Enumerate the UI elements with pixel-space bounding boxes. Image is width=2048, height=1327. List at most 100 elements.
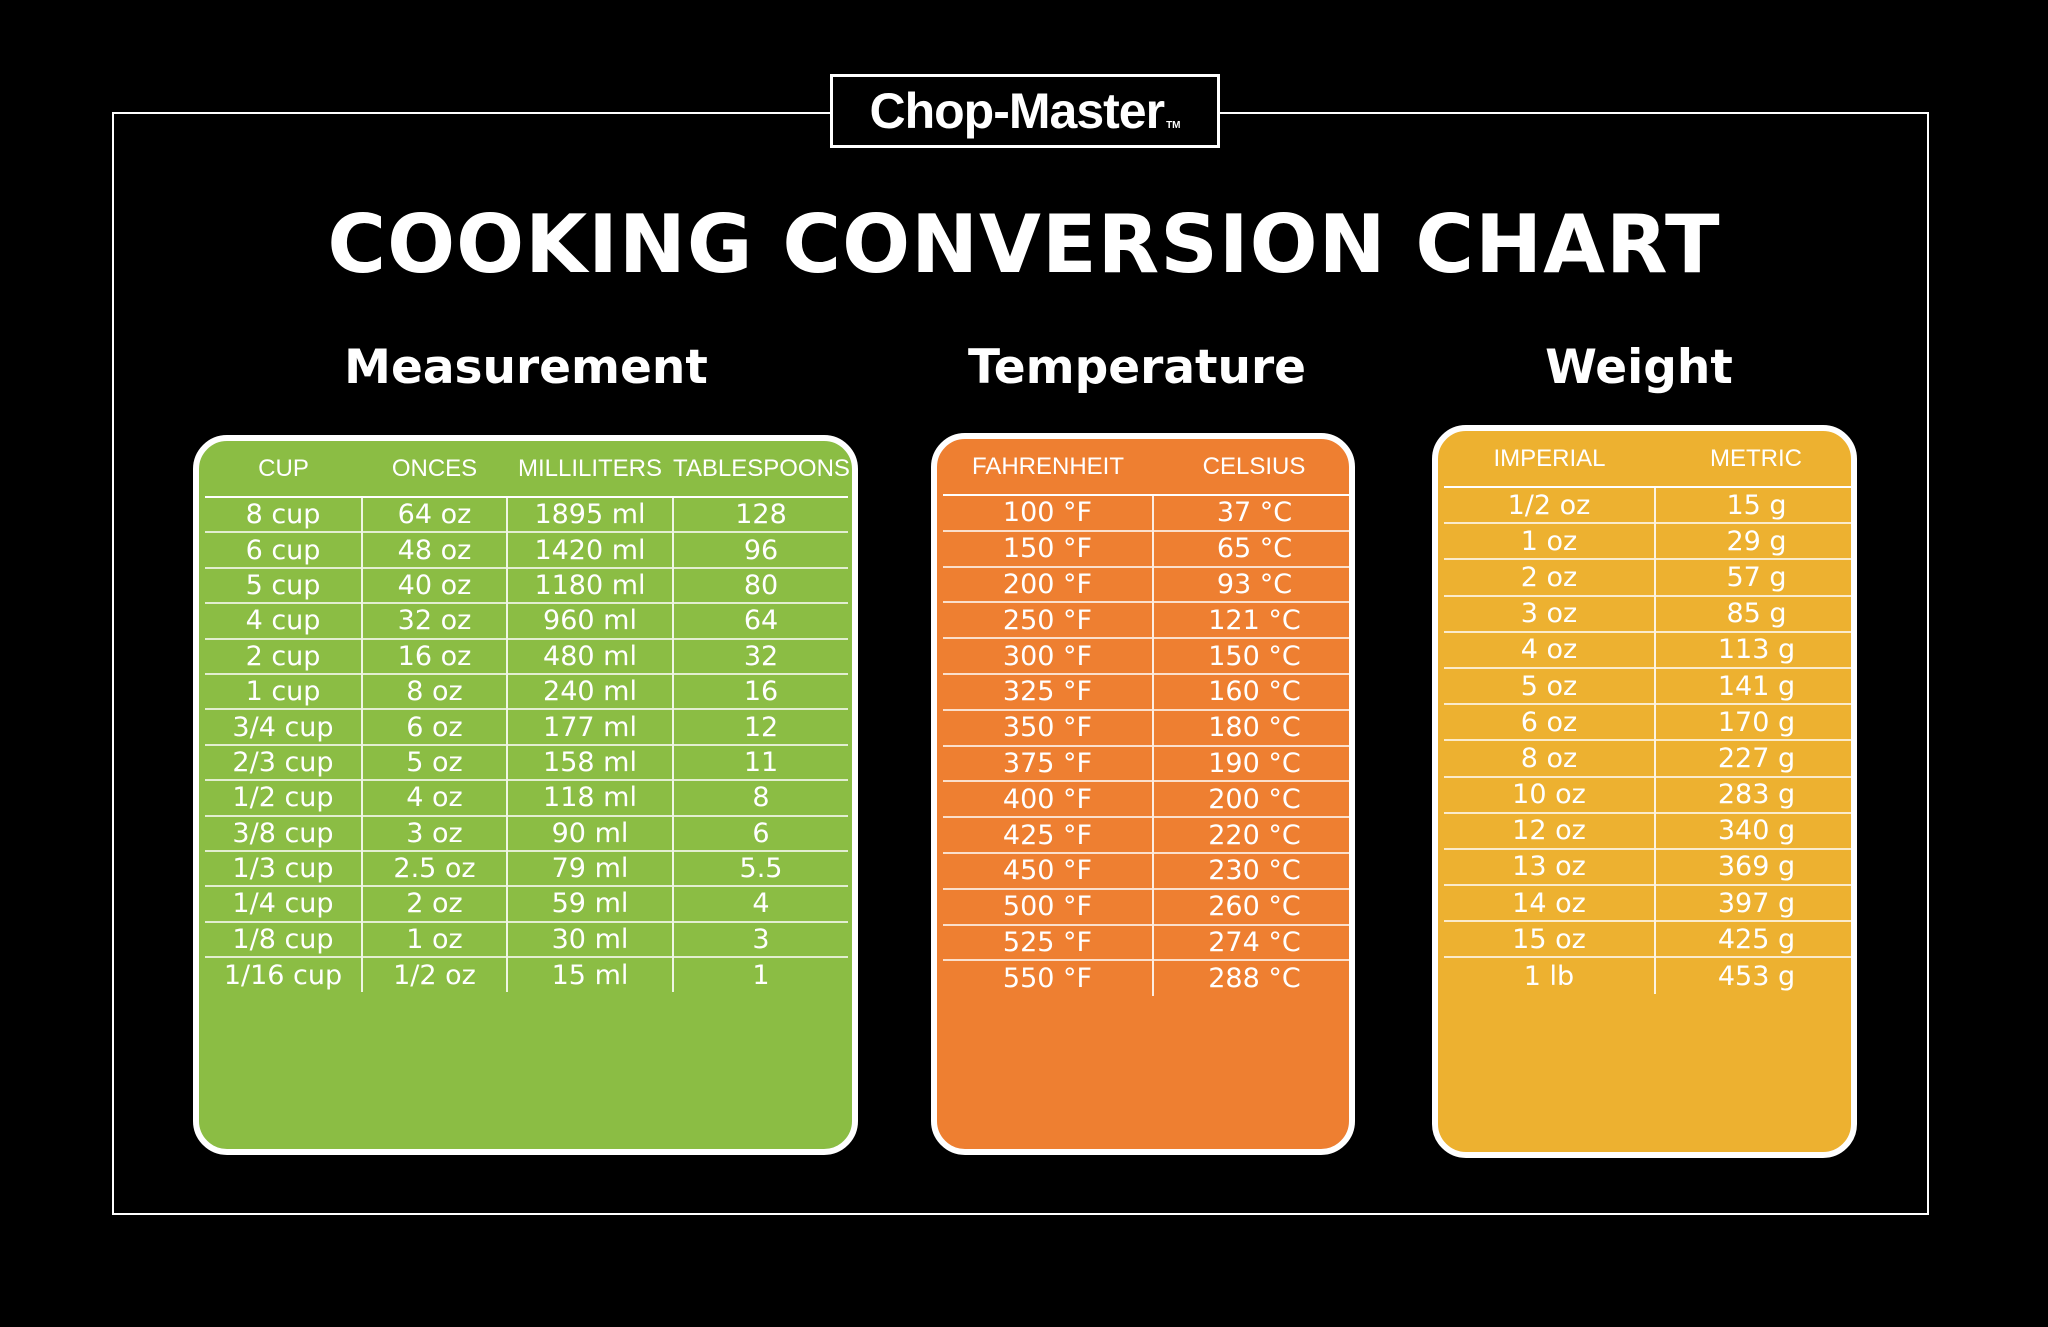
cup-cell: 1/2 cup (205, 779, 362, 816)
imperial-cell: 8 oz (1444, 739, 1655, 777)
table-row: 6 cup 48 oz 1420 ml 96 (205, 531, 848, 568)
tablespoons-cell: 3 (672, 920, 848, 958)
tablespoons-cell: 8 (672, 779, 848, 816)
celsius-cell: 200 °C (1152, 780, 1349, 818)
metric-cell: 425 g (1654, 920, 1851, 958)
cup-cell: 1/3 cup (205, 849, 362, 887)
imperial-cell: 1/2 oz (1444, 485, 1655, 524)
table-row: 525 °F 274 °C (943, 923, 1349, 961)
celsius-cell: 260 °C (1152, 887, 1349, 925)
temperature-table: FAHRENHEIT CELSIUS 100 °F 37 °C 150 °F 65 °… (943, 439, 1349, 997)
milliliters-cell: 1180 ml (506, 566, 673, 604)
milliliters-cell: 240 ml (506, 672, 673, 710)
temperature-table-card: FAHRENHEIT CELSIUS 100 °F 37 °C 150 °F 65 °… (931, 433, 1355, 1155)
imperial-cell: 2 oz (1444, 558, 1655, 596)
celsius-cell: 121 °C (1152, 601, 1349, 639)
table-row: 1 lb 453 g (1444, 956, 1851, 994)
imperial-cell: 5 oz (1444, 666, 1655, 705)
milliliters-cell: 15 ml (506, 956, 673, 993)
measurement-table: CUP ONCES MILLILITERS TABLESPOONS 8 cup 6… (205, 441, 850, 993)
table-row: 12 oz 340 g (1444, 811, 1851, 849)
metric-cell: 227 g (1654, 739, 1851, 777)
metric-cell: 85 g (1654, 594, 1851, 632)
fahrenheit-cell: 425 °F (943, 816, 1153, 853)
ounces-cell: 64 oz (361, 495, 507, 533)
ounces-cell: 6 oz (361, 708, 507, 745)
fahrenheit-cell: 325 °F (943, 672, 1153, 710)
milliliters-cell: 1420 ml (506, 531, 673, 568)
cup-cell: 5 cup (205, 566, 362, 604)
table-row: 1 cup 8 oz 240 ml 16 (205, 672, 848, 710)
imperial-cell: 14 oz (1444, 884, 1655, 922)
cup-cell: 3/8 cup (205, 814, 362, 851)
table-row: 8 cup 64 oz 1895 ml 128 (205, 495, 848, 533)
milliliters-cell: 79 ml (506, 849, 673, 887)
tablespoons-cell: 1 (672, 956, 848, 993)
imperial-cell: 12 oz (1444, 811, 1655, 849)
milliliters-cell: 960 ml (506, 602, 673, 639)
brand-name: Chop-Master (869, 83, 1165, 139)
column-header-fahrenheit: FAHRENHEIT (971, 452, 1124, 480)
imperial-cell: 15 oz (1444, 920, 1655, 958)
metric-cell: 15 g (1654, 485, 1851, 524)
celsius-cell: 288 °C (1152, 959, 1349, 997)
column-header-ounces: ONCES (391, 454, 478, 482)
column-header-tablespoons: TABLESPOONS (673, 454, 850, 482)
cup-cell: 1/16 cup (205, 956, 362, 993)
celsius-cell: 150 °C (1152, 637, 1349, 674)
ounces-cell: 48 oz (361, 531, 507, 568)
table-row: 2 oz 57 g (1444, 558, 1851, 596)
trademark-mark: TM (1166, 120, 1181, 131)
column-header-imperial: IMPERIAL (1493, 444, 1606, 472)
cup-cell: 6 cup (205, 531, 362, 568)
celsius-cell: 220 °C (1152, 816, 1349, 853)
imperial-cell: 13 oz (1444, 847, 1655, 886)
tablespoons-cell: 6 (672, 814, 848, 851)
table-row: 200 °F 93 °C (943, 565, 1349, 603)
tablespoons-cell: 96 (672, 531, 848, 568)
table-row: 400 °F 200 °C (943, 780, 1349, 818)
table-row: 5 oz 141 g (1444, 666, 1851, 705)
table-row: 450 °F 230 °C (943, 851, 1349, 889)
table-row: 500 °F 260 °C (943, 887, 1349, 925)
metric-cell: 57 g (1654, 558, 1851, 596)
milliliters-cell: 118 ml (506, 779, 673, 816)
table-row: 100 °F 37 °C (943, 494, 1349, 531)
table-row: 4 cup 32 oz 960 ml 64 (205, 602, 848, 639)
table-row: 550 °F 288 °C (943, 959, 1349, 997)
fahrenheit-cell: 250 °F (943, 601, 1153, 639)
metric-cell: 113 g (1654, 630, 1851, 668)
table-row: 1/4 cup 2 oz 59 ml 4 (205, 885, 848, 922)
fahrenheit-cell: 450 °F (943, 851, 1153, 889)
milliliters-cell: 1895 ml (506, 495, 673, 533)
tablespoons-cell: 11 (672, 743, 848, 781)
metric-cell: 283 g (1654, 775, 1851, 813)
tablespoons-cell: 80 (672, 566, 848, 604)
fahrenheit-cell: 550 °F (943, 959, 1153, 997)
table-row: 425 °F 220 °C (943, 816, 1349, 853)
brand-logo: Chop-Master TM (830, 74, 1220, 148)
fahrenheit-cell: 100 °F (943, 494, 1153, 531)
celsius-cell: 160 °C (1152, 672, 1349, 710)
table-row: 2/3 cup 5 oz 158 ml 11 (205, 743, 848, 781)
cup-cell: 2/3 cup (205, 743, 362, 781)
imperial-cell: 6 oz (1444, 703, 1655, 741)
cup-cell: 4 cup (205, 602, 362, 639)
measurement-table-body: 8 cup 64 oz 1895 ml 128 6 cup 48 oz 1420 ml 96 5… (205, 495, 848, 993)
imperial-cell: 10 oz (1444, 775, 1655, 813)
tablespoons-cell: 64 (672, 602, 848, 639)
fahrenheit-cell: 200 °F (943, 565, 1153, 603)
ounces-cell: 3 oz (361, 814, 507, 851)
metric-cell: 453 g (1654, 956, 1851, 994)
table-row: 1 oz 29 g (1444, 522, 1851, 560)
measurement-table-card: CUP ONCES MILLILITERS TABLESPOONS 8 cup 6… (193, 435, 858, 1155)
cup-cell: 1/8 cup (205, 920, 362, 958)
table-row: 150 °F 65 °C (943, 529, 1349, 567)
table-row: 3/8 cup 3 oz 90 ml 6 (205, 814, 848, 851)
cup-cell: 1/4 cup (205, 885, 362, 922)
table-row: 375 °F 190 °C (943, 744, 1349, 782)
table-row: 2 cup 16 oz 480 ml 32 (205, 637, 848, 674)
weight-header-row: IMPERIAL METRIC (1444, 431, 1851, 487)
